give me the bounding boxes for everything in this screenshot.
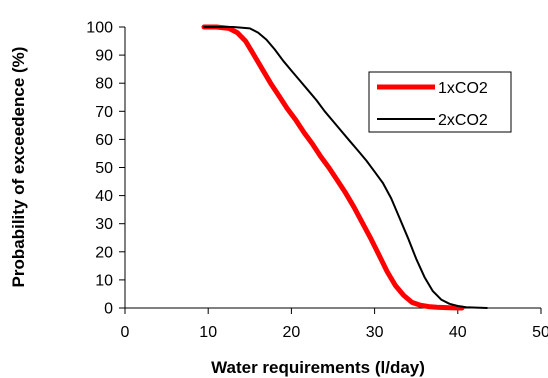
x-tick-label: 0	[121, 324, 130, 341]
y-tick-label: 20	[95, 244, 113, 261]
x-tick-label: 10	[199, 324, 217, 341]
y-axis-title: Probability of exceedence (%)	[9, 47, 28, 288]
legend-label-1xco2: 1xCO2	[438, 80, 488, 97]
y-tick-label: 100	[86, 20, 113, 37]
x-tick-label: 30	[366, 324, 384, 341]
legend-box	[368, 71, 512, 133]
y-tick-label: 40	[95, 188, 113, 205]
series-line-1xco2	[201, 24, 465, 311]
x-tick-label: 20	[283, 324, 301, 341]
legend: 1xCO2 2xCO2	[368, 71, 512, 133]
y-tick-label: 70	[95, 104, 113, 121]
x-tick-label: 50	[532, 324, 548, 341]
y-tick-label: 60	[95, 132, 113, 149]
x-ticks: 0 10 20 30 40 50	[121, 308, 548, 341]
legend-label-2xco2: 2xCO2	[438, 112, 488, 129]
x-axis-title: Water requirements (l/day)	[211, 358, 425, 377]
y-tick-label: 30	[95, 216, 113, 233]
y-ticks: 0 10 20 30 40 50 60 70 80 90 100	[86, 20, 125, 318]
x-tick-label: 40	[449, 324, 467, 341]
series-lines	[201, 24, 488, 311]
y-tick-label: 50	[95, 160, 113, 177]
y-tick-label: 10	[95, 272, 113, 289]
y-tick-label: 80	[95, 76, 113, 93]
y-tick-label: 0	[104, 301, 113, 318]
series-line-2xco2	[203, 26, 488, 309]
axes	[124, 27, 541, 309]
y-tick-label: 90	[95, 48, 113, 65]
